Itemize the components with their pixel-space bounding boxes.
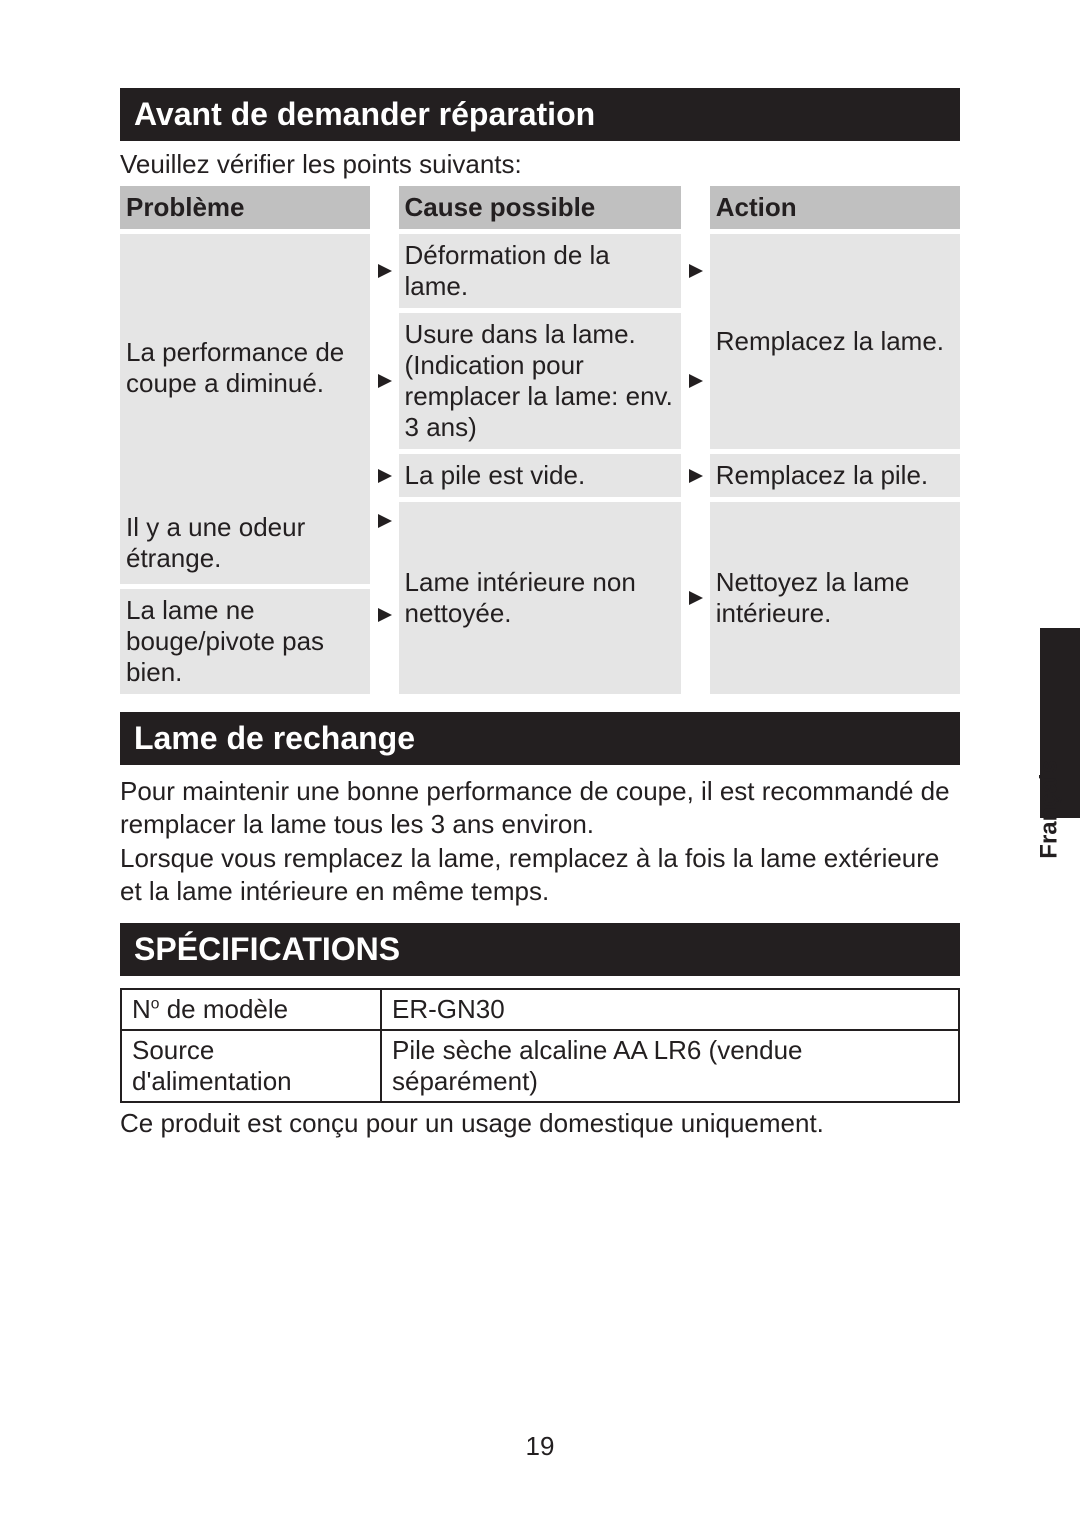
page-content: Avant de demander réparation Veuillez vé… — [0, 0, 1080, 1140]
th-action: Action — [710, 186, 960, 229]
action3: Remplacez la pile. — [710, 454, 960, 497]
arrow-icon — [681, 313, 709, 449]
spec-model-value: ER-GN30 — [381, 989, 959, 1030]
arrow-icon — [370, 454, 398, 497]
cause3: La pile est vide. — [399, 454, 682, 497]
th-problem: Problème — [120, 186, 370, 229]
cause4: Lame intérieure non nettoyée. — [399, 502, 682, 694]
section2-title: Lame de rechange — [120, 712, 960, 765]
arrow-icon — [681, 234, 709, 308]
page-number: 19 — [0, 1431, 1080, 1462]
section3-title: SPÉCIFICATIONS — [120, 923, 960, 976]
arrow-icon — [681, 502, 709, 694]
arrow-icon — [681, 454, 709, 497]
arrow-icon — [370, 234, 398, 308]
section3-footnote: Ce produit est conçu pour un usage domes… — [120, 1107, 960, 1140]
cause2: Usure dans la lame. (Indication pour rem… — [399, 313, 682, 449]
problem3: La lame ne bouge/pivote pas bien. — [120, 587, 370, 695]
th-cause: Cause possible — [399, 186, 682, 229]
th-gap — [681, 186, 709, 229]
arrow-icon — [370, 502, 398, 536]
arrow-icon — [370, 313, 398, 449]
problem2: Il y a une odeur étrange. — [120, 502, 370, 587]
spec-power-value: Pile sèche alcaline AA LR6 (vendue sépar… — [381, 1030, 959, 1102]
arrow-icon — [370, 536, 398, 694]
section2-para2: Lorsque vous remplacez la lame, remplace… — [120, 842, 960, 907]
section1-intro: Veuillez vérifier les points suivants: — [120, 149, 960, 180]
action12: Remplacez la lame. — [710, 234, 960, 449]
section1-title: Avant de demander réparation — [120, 88, 960, 141]
spec-model-label: No de modèle — [121, 989, 381, 1030]
section2-para1: Pour maintenir une bonne performance de … — [120, 775, 960, 840]
problem1: La performance de coupe a diminué. — [120, 234, 370, 502]
action4: Nettoyez la lame intérieure. — [710, 502, 960, 694]
cause1: Déformation de la lame. — [399, 234, 682, 308]
spec-table: No de modèle ER-GN30 Source d'alimentati… — [120, 988, 960, 1103]
spec-power-label: Source d'alimentation — [121, 1030, 381, 1102]
troubleshooting-table: Problème Cause possible Action La perfor… — [120, 186, 960, 694]
th-gap — [370, 186, 398, 229]
